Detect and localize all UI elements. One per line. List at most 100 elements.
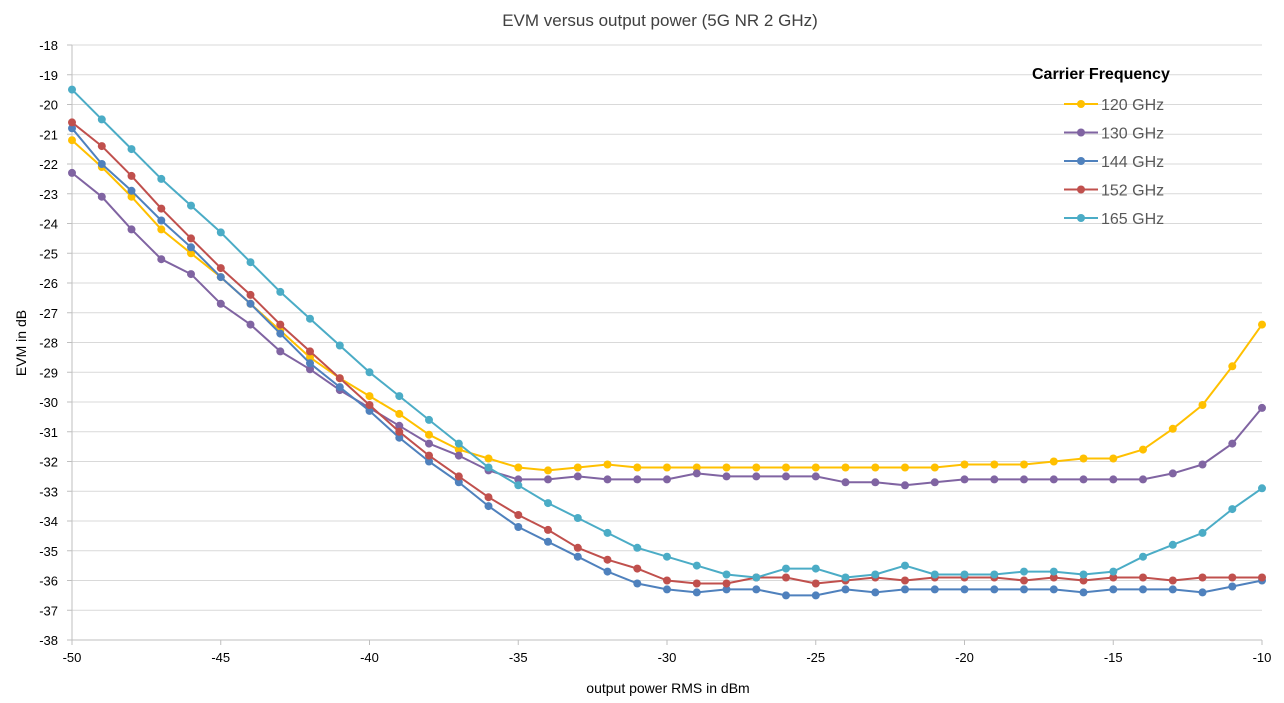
- data-point: [1258, 484, 1266, 493]
- data-point: [1228, 362, 1237, 371]
- data-point: [246, 320, 255, 329]
- legend-item: 152 GHz: [1064, 183, 1164, 200]
- y-tick-label: -23: [39, 187, 58, 202]
- data-point: [692, 561, 701, 570]
- data-point: [1168, 469, 1177, 478]
- data-point: [425, 439, 433, 448]
- data-point: [722, 472, 731, 481]
- data-point: [722, 585, 731, 594]
- y-tick-label: -27: [39, 306, 58, 321]
- data-point: [901, 481, 909, 490]
- data-point: [930, 570, 939, 579]
- data-point: [1109, 567, 1118, 576]
- data-point: [692, 588, 701, 597]
- data-point: [514, 481, 523, 490]
- y-tick-label: -38: [39, 633, 58, 648]
- data-point: [930, 463, 939, 472]
- data-point: [990, 570, 999, 579]
- data-point: [1139, 585, 1147, 594]
- data-point: [127, 171, 136, 180]
- data-point: [484, 493, 493, 502]
- data-point: [544, 525, 552, 534]
- data-point: [1079, 576, 1088, 585]
- data-point: [306, 365, 314, 374]
- data-point: [335, 383, 344, 392]
- y-tick-label: -26: [39, 276, 58, 291]
- data-point: [68, 118, 76, 127]
- data-point: [1198, 588, 1207, 597]
- legend-dot-marker: [1077, 157, 1085, 165]
- data-point: [811, 472, 820, 481]
- y-axis-label: EVM in dB: [13, 310, 29, 376]
- data-point: [1258, 573, 1266, 582]
- y-tick-label: -20: [39, 98, 58, 113]
- data-point: [68, 85, 76, 94]
- data-point: [1139, 445, 1147, 454]
- data-point: [365, 406, 374, 415]
- data-point: [752, 472, 761, 481]
- data-point: [722, 570, 731, 579]
- data-point: [1109, 454, 1118, 463]
- data-point: [216, 299, 225, 308]
- data-point: [1228, 582, 1237, 591]
- data-point: [633, 475, 642, 484]
- data-point: [692, 469, 701, 478]
- data-point: [1020, 567, 1028, 576]
- data-point: [633, 579, 642, 588]
- y-tick-label: -32: [39, 455, 58, 470]
- y-tick-label: -37: [39, 603, 58, 618]
- legend-item: 130 GHz: [1064, 126, 1164, 143]
- data-point: [544, 475, 552, 484]
- series-165-ghz: [68, 85, 1266, 582]
- data-point: [1198, 573, 1207, 582]
- series-144-ghz: [68, 124, 1266, 600]
- data-point: [484, 502, 493, 511]
- data-point: [1049, 457, 1058, 466]
- data-point: [276, 347, 285, 356]
- data-point: [514, 463, 523, 472]
- data-point: [97, 115, 106, 124]
- legend-item: 144 GHz: [1064, 154, 1164, 171]
- data-point: [127, 192, 136, 201]
- data-point: [573, 463, 582, 472]
- data-point: [454, 445, 463, 454]
- data-point: [157, 204, 166, 213]
- data-point: [395, 421, 404, 430]
- data-point: [425, 457, 433, 466]
- x-tick-label: -45: [211, 650, 230, 665]
- data-point: [1109, 573, 1118, 582]
- data-point: [514, 523, 523, 531]
- legend-dot-marker: [1077, 185, 1085, 194]
- data-point: [1258, 403, 1266, 412]
- legend-label: 165 GHz: [1101, 211, 1164, 228]
- data-point: [157, 255, 166, 264]
- data-point: [1198, 460, 1207, 469]
- data-point: [871, 463, 880, 472]
- legend: Carrier Frequency 120 GHz 130 GHz 144 GHz 1…: [1032, 66, 1170, 228]
- y-tick-label: -19: [39, 68, 58, 83]
- data-point: [960, 570, 969, 579]
- data-point: [871, 478, 880, 487]
- data-point: [365, 368, 374, 377]
- data-point: [1139, 552, 1147, 561]
- data-point: [573, 552, 582, 561]
- legend-item: 165 GHz: [1064, 211, 1164, 228]
- data-point: [663, 463, 671, 472]
- data-point: [127, 186, 136, 195]
- data-point: [97, 192, 106, 201]
- data-point: [573, 472, 582, 481]
- data-point: [1139, 573, 1147, 582]
- data-point: [425, 430, 433, 439]
- legend-label: 130 GHz: [1101, 126, 1164, 143]
- data-point: [216, 228, 225, 237]
- data-point: [603, 460, 612, 469]
- data-point: [1228, 505, 1237, 514]
- data-point: [692, 463, 701, 472]
- data-point: [901, 576, 909, 585]
- data-point: [157, 174, 166, 183]
- data-point: [157, 225, 166, 234]
- data-point: [692, 579, 701, 588]
- data-point: [811, 579, 820, 588]
- data-point: [187, 249, 195, 258]
